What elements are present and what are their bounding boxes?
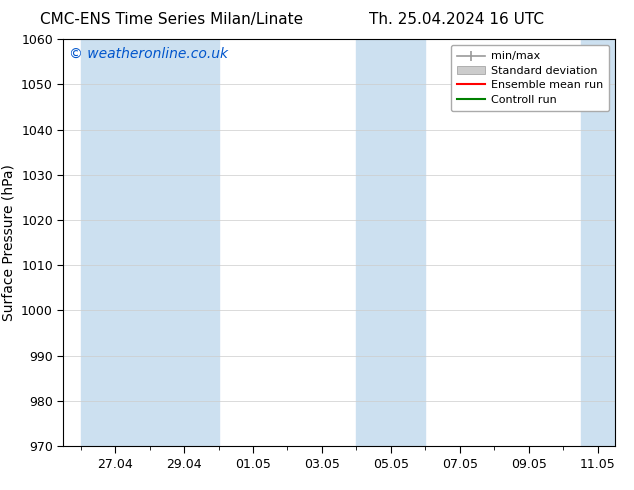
Bar (81, 39, 150, 446)
Text: CMC-ENS Time Series Milan/Linate: CMC-ENS Time Series Milan/Linate (39, 12, 303, 27)
Y-axis label: Surface Pressure (hPa): Surface Pressure (hPa) (1, 164, 16, 321)
Legend: min/max, Standard deviation, Ensemble mean run, Controll run: min/max, Standard deviation, Ensemble me… (451, 45, 609, 111)
Bar (150, 39, 219, 446)
Bar (356, 39, 425, 446)
Text: Th. 25.04.2024 16 UTC: Th. 25.04.2024 16 UTC (369, 12, 544, 27)
Text: © weatheronline.co.uk: © weatheronline.co.uk (69, 48, 228, 61)
Bar (581, 39, 615, 446)
